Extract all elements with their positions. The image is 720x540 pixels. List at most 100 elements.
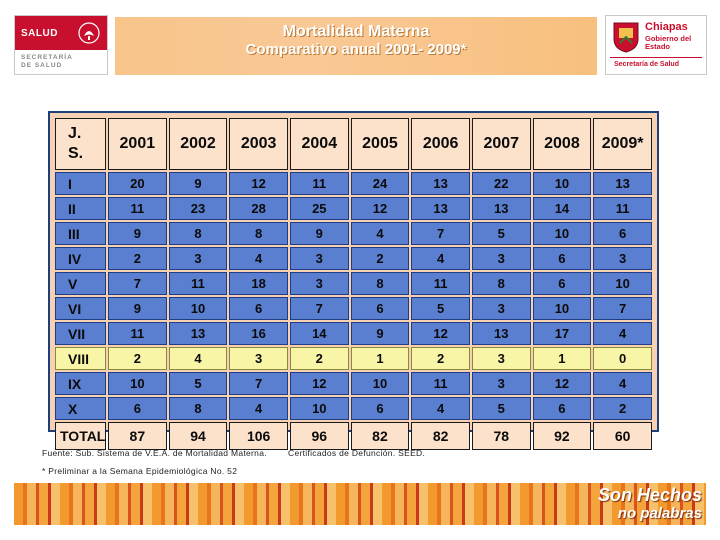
table-cell: 10 bbox=[532, 222, 592, 245]
table-cell: 10 bbox=[532, 297, 592, 320]
jurisdiction-label: V bbox=[55, 272, 106, 295]
table-cell: 9 bbox=[108, 222, 167, 245]
table-row: VI 9 10 6 7 6 5 3 10 7 bbox=[55, 297, 652, 320]
table-row: IV 2 3 4 3 2 4 3 6 3 bbox=[55, 247, 652, 270]
table-cell: 11 bbox=[108, 197, 167, 220]
table-cell: 1 bbox=[532, 347, 592, 370]
jurisdiction-header-line1: J. bbox=[68, 125, 82, 142]
mexico-eagle-emblem-icon bbox=[78, 22, 100, 44]
table-cell: 20 bbox=[108, 172, 167, 195]
table-cell: 25 bbox=[289, 197, 349, 220]
table-cell: 2 bbox=[108, 347, 167, 370]
jurisdiction-label: VII bbox=[55, 322, 106, 345]
table-cell: 6 bbox=[532, 247, 592, 270]
table-cell: 2 bbox=[593, 397, 652, 420]
table-cell: 14 bbox=[532, 197, 592, 220]
table-cell: 3 bbox=[593, 247, 652, 270]
table-row: IX 10 5 7 12 10 11 3 12 4 bbox=[55, 372, 652, 395]
decorative-stripe bbox=[14, 483, 706, 525]
table-cell: 4 bbox=[350, 222, 410, 245]
table-cell: 23 bbox=[168, 197, 228, 220]
table-cell: 12 bbox=[289, 372, 349, 395]
table-cell: 3 bbox=[229, 347, 288, 370]
table-cell: 11 bbox=[411, 372, 470, 395]
table-cell: 12 bbox=[532, 372, 592, 395]
salud-logo-bar: SALUD bbox=[15, 16, 107, 50]
jurisdiction-label: IX bbox=[55, 372, 106, 395]
year-header: 2008 bbox=[532, 118, 592, 170]
total-cell: 78 bbox=[471, 422, 531, 450]
mortality-table-frame: J. S. 2001 2002 2003 2004 2005 2006 2007 2008 20… bbox=[48, 111, 659, 450]
year-header: 2003 bbox=[229, 118, 288, 170]
salud-logo-word: SALUD bbox=[21, 27, 58, 39]
preliminary-note: * Preliminar a la Semana Epidemiológica … bbox=[42, 466, 238, 476]
jurisdiction-label: II bbox=[55, 197, 106, 220]
table-cell: 3 bbox=[289, 272, 349, 295]
jurisdiction-header: J. S. bbox=[55, 118, 106, 170]
table-cell: 6 bbox=[532, 397, 592, 420]
title-banner: Mortalidad Materna Comparativo anual 200… bbox=[115, 17, 597, 75]
chiapas-secretaria-text: Secretaría de Salud bbox=[614, 61, 679, 68]
table-cell: 7 bbox=[593, 297, 652, 320]
table-cell: 4 bbox=[229, 397, 288, 420]
page-title: Mortalidad Materna bbox=[282, 23, 430, 40]
table-cell: 5 bbox=[411, 297, 470, 320]
table-cell: 10 bbox=[593, 272, 652, 295]
table-cell: 5 bbox=[471, 222, 531, 245]
chiapas-logo: Chiapas Gobierno del Estado Secretaría d… bbox=[605, 15, 707, 75]
total-cell: 106 bbox=[229, 422, 288, 450]
table-cell: 9 bbox=[108, 297, 167, 320]
table-cell: 16 bbox=[229, 322, 288, 345]
certificates-note: Certificados de Defunción. SEED. bbox=[288, 448, 426, 458]
table-cell: 6 bbox=[593, 222, 652, 245]
table-cell: 6 bbox=[350, 397, 410, 420]
chiapas-state-name: Chiapas bbox=[645, 21, 688, 33]
table-cell: 6 bbox=[350, 297, 410, 320]
year-header: 2009* bbox=[593, 118, 652, 170]
page-subtitle: Comparativo anual 2001- 2009* bbox=[245, 41, 467, 58]
table-cell: 4 bbox=[593, 372, 652, 395]
table-row: II 11 23 28 25 12 13 13 14 11 bbox=[55, 197, 652, 220]
jurisdiction-header-line2: S. bbox=[68, 145, 84, 162]
year-header: 2002 bbox=[168, 118, 228, 170]
table-row: VIII 2 4 3 2 1 2 3 1 0 bbox=[55, 347, 652, 370]
table-cell: 11 bbox=[168, 272, 228, 295]
table-cell: 8 bbox=[168, 397, 228, 420]
salud-logo: SALUD SECRETARÍA DE SALUD bbox=[14, 15, 108, 75]
table-cell: 8 bbox=[471, 272, 531, 295]
table-cell: 28 bbox=[229, 197, 288, 220]
table-cell: 8 bbox=[168, 222, 228, 245]
source-note: Fuente: Sub. Sistema de V.E.A. de Mortal… bbox=[42, 448, 267, 458]
table-cell: 8 bbox=[229, 222, 288, 245]
table-cell: 7 bbox=[289, 297, 349, 320]
salud-logo-line2: DE SALUD bbox=[21, 62, 63, 69]
table-cell: 3 bbox=[471, 372, 531, 395]
table-cell: 24 bbox=[350, 172, 410, 195]
slogan-line1: Son Hechos bbox=[597, 485, 702, 505]
table-cell: 2 bbox=[108, 247, 167, 270]
table-cell: 22 bbox=[471, 172, 531, 195]
salud-logo-line1: SECRETARÍA bbox=[21, 54, 73, 61]
table-cell: 9 bbox=[289, 222, 349, 245]
year-header: 2007 bbox=[471, 118, 531, 170]
table-cell: 17 bbox=[532, 322, 592, 345]
table-cell: 1 bbox=[350, 347, 410, 370]
table-row: III 9 8 8 9 4 7 5 10 6 bbox=[55, 222, 652, 245]
table-cell: 12 bbox=[411, 322, 470, 345]
table-cell: 3 bbox=[471, 247, 531, 270]
table-cell: 2 bbox=[411, 347, 470, 370]
table-cell: 4 bbox=[593, 322, 652, 345]
table-cell: 11 bbox=[289, 172, 349, 195]
jurisdiction-label: X bbox=[55, 397, 106, 420]
table-cell: 7 bbox=[229, 372, 288, 395]
jurisdiction-label: I bbox=[55, 172, 106, 195]
chiapas-logo-divider bbox=[610, 57, 702, 58]
table-cell: 13 bbox=[411, 172, 470, 195]
table-cell: 13 bbox=[168, 322, 228, 345]
table-cell: 6 bbox=[532, 272, 592, 295]
table-cell: 4 bbox=[168, 347, 228, 370]
table-cell: 10 bbox=[168, 297, 228, 320]
total-cell: 87 bbox=[108, 422, 167, 450]
table-cell: 2 bbox=[350, 247, 410, 270]
jurisdiction-label: VI bbox=[55, 297, 106, 320]
